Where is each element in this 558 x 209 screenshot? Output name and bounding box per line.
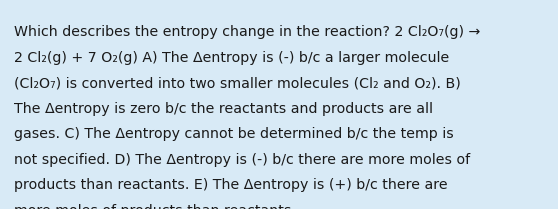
Text: Which describes the entropy change in the reaction? 2 Cl₂O₇(g) →: Which describes the entropy change in th… <box>14 25 480 39</box>
Text: more moles of products than reactants.: more moles of products than reactants. <box>14 204 296 209</box>
Text: 2 Cl₂(g) + 7 O₂(g) A) The Δentropy is (-) b/c a larger molecule: 2 Cl₂(g) + 7 O₂(g) A) The Δentropy is (-… <box>14 51 449 65</box>
Text: The Δentropy is zero b/c the reactants and products are all: The Δentropy is zero b/c the reactants a… <box>14 102 433 116</box>
Text: not specified. D) The Δentropy is (-) b/c there are more moles of: not specified. D) The Δentropy is (-) b/… <box>14 153 470 167</box>
Text: products than reactants. E) The Δentropy is (+) b/c there are: products than reactants. E) The Δentropy… <box>14 178 448 192</box>
Text: gases. C) The Δentropy cannot be determined b/c the temp is: gases. C) The Δentropy cannot be determi… <box>14 127 454 141</box>
Text: (Cl₂O₇) is converted into two smaller molecules (Cl₂ and O₂). B): (Cl₂O₇) is converted into two smaller mo… <box>14 76 461 90</box>
